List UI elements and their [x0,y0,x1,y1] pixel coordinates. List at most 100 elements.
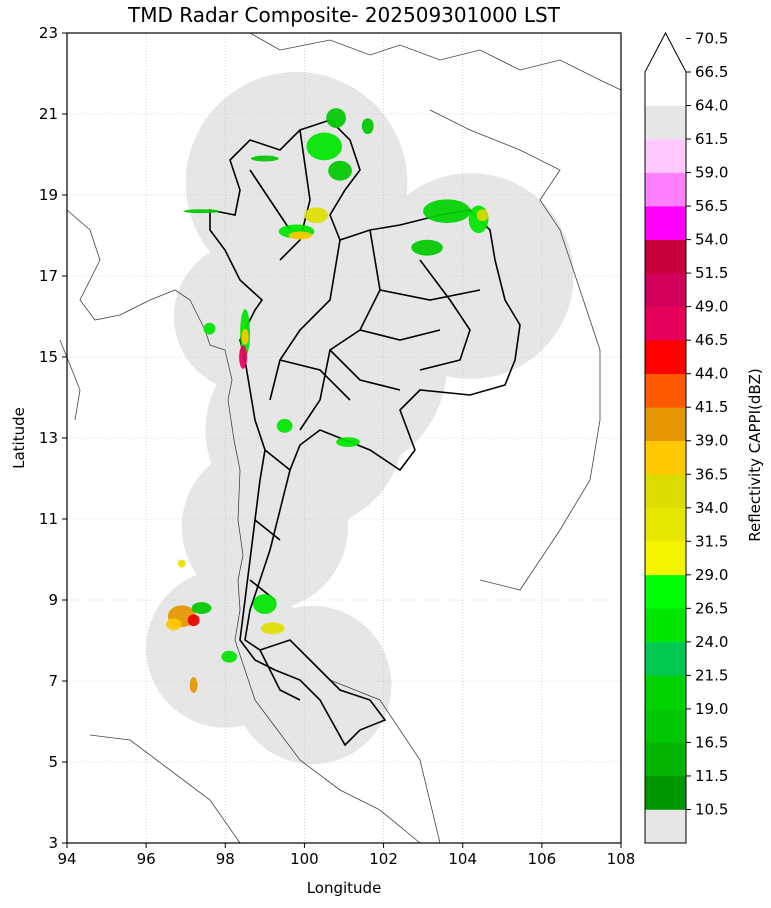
colorbar-segment [645,742,686,777]
x-axis-label: Longitude [307,879,382,897]
colorbar-outline [644,31,687,844]
x-tick-label: 108 [607,850,636,868]
y-tick-label: 7 [48,672,58,690]
colorbar-segment [645,340,686,374]
radar-echoes [165,108,489,693]
y-tick-label: 13 [39,429,58,447]
radar-echo [239,345,248,369]
colorbar-tick-label: 54.0 [695,231,728,249]
y-tick-label: 11 [39,510,58,528]
colorbar-segment [645,273,686,307]
coverage-circle [233,605,392,765]
colorbar: 10.5 11.5 16.5 19.0 21.5 24.0 26.5 29.0 31.5 34.0… [644,29,728,844]
colorbar-segment [645,72,686,106]
y-tick-label: 5 [48,753,58,771]
colorbar-ticks: 10.5 11.5 16.5 19.0 21.5 24.0 26.5 29.0 31.5 34.0… [686,29,728,818]
colorbar-segment [645,608,686,643]
radar-echo [251,155,279,162]
colorbar-segment [645,675,686,710]
x-tick-label: 94 [57,850,76,868]
radar-echo [203,322,216,335]
colorbar-tick-label: 31.5 [695,532,728,550]
colorbar-tick-label: 70.5 [695,29,728,47]
y-tick-label: 19 [39,186,58,204]
colorbar-tick-label: 39.0 [695,432,728,450]
colorbar-segments [644,31,687,844]
radar-echo [177,559,186,568]
radar-echo [304,207,329,224]
radar-echo [326,108,346,128]
colorbar-segment [645,775,686,810]
colorbar-segment [645,373,686,408]
map-title: TMD Radar Composite- 202509301000 LST [127,3,561,27]
colorbar-tick-label: 24.0 [695,633,728,651]
colorbar-tick-label: 61.5 [695,130,728,148]
colorbar-tick-label: 21.5 [695,666,728,684]
radar-echo [423,199,471,224]
colorbar-segment [645,239,686,274]
longitude-ticks: 94 96 98 100 102 104 106 108 [57,843,635,868]
radar-echo [476,209,489,222]
colorbar-segment [645,507,686,542]
colorbar-segment [645,306,686,341]
colorbar-tick-label: 10.5 [695,800,728,818]
colorbar-label: Reflectivity CAPPI(dBZ) [746,368,764,542]
radar-echo [306,132,343,161]
colorbar-tick-label: 59.0 [695,164,728,182]
colorbar-segment [645,474,686,509]
coastlines [59,32,622,844]
x-tick-label: 106 [528,850,557,868]
radar-echo [252,594,277,614]
latitude-ticks: 3 5 7 9 11 13 15 17 19 21 23 [39,24,67,852]
radar-echo [187,614,200,627]
y-axis-label: Latitude [10,407,28,469]
radar-echo [411,239,443,256]
colorbar-tick-label: 49.0 [695,298,728,316]
x-tick-label: 102 [369,850,398,868]
radar-echo [191,602,212,615]
colorbar-tick-label: 16.5 [695,733,728,751]
colorbar-segment [645,809,686,844]
colorbar-tick-label: 36.5 [695,465,728,483]
colorbar-tick-label: 46.5 [695,331,728,349]
colorbar-tick-label: 41.5 [695,398,728,416]
colorbar-segment [645,206,686,240]
colorbar-segment [645,541,686,576]
radar-echo [189,677,198,693]
x-tick-label: 98 [216,850,235,868]
radar-echo [241,328,249,345]
coverage-circle [185,72,408,294]
map-axes: 94 96 98 100 102 104 106 108 3 5 7 9 11 13 15 17 19 21 23 [39,24,635,868]
y-tick-label: 21 [39,105,58,123]
y-tick-label: 15 [39,348,58,366]
radar-echo [328,160,352,181]
colorbar-segment [645,407,686,442]
radar-echo [260,622,285,635]
colorbar-segment [645,574,686,609]
radar-echo [165,618,182,631]
y-tick-label: 23 [39,24,58,42]
radar-echo [336,437,360,447]
colorbar-tick-label: 66.5 [695,63,728,81]
radar-echo [276,418,293,433]
colorbar-tick-label: 44.0 [695,365,728,383]
x-tick-label: 104 [448,850,477,868]
y-tick-label: 3 [48,834,58,852]
colorbar-segment [645,172,686,207]
colorbar-segment [645,708,686,743]
y-tick-label: 9 [48,591,58,609]
colorbar-segment [645,440,686,475]
colorbar-tick-label: 34.0 [695,499,728,517]
radar-echo [361,118,374,135]
radar-echo [221,650,238,663]
colorbar-tick-label: 26.5 [695,599,728,617]
radar-echo [288,231,313,240]
colorbar-tick-label: 51.5 [695,264,728,282]
y-tick-label: 17 [39,267,58,285]
colorbar-tick-label: 64.0 [695,97,728,115]
colorbar-tick-label: 19.0 [695,700,728,718]
colorbar-segment [645,641,686,676]
colorbar-segment [645,105,686,140]
colorbar-tick-label: 56.5 [695,197,728,215]
